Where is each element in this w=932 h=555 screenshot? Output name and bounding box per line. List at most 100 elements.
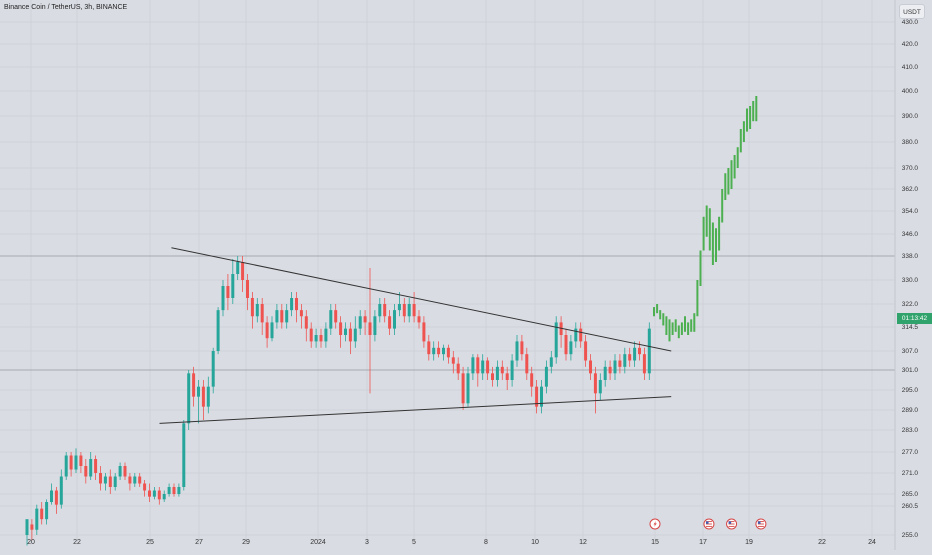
- candle-body: [211, 351, 215, 387]
- candle-body: [358, 316, 362, 329]
- candle-body: [481, 360, 485, 374]
- candle-body: [89, 459, 93, 477]
- projection-bar: [755, 96, 758, 122]
- candle: [422, 316, 426, 348]
- x-tick-label: 22: [73, 539, 81, 546]
- candle-body: [94, 459, 98, 473]
- currency-button[interactable]: USDT: [899, 4, 925, 19]
- candle: [618, 354, 622, 374]
- projection-bar: [742, 121, 745, 142]
- candle: [363, 310, 367, 335]
- candle: [589, 354, 592, 380]
- candle: [314, 328, 318, 348]
- candle: [128, 473, 132, 491]
- candle-body: [584, 341, 588, 361]
- projection-bar: [677, 325, 680, 339]
- y-tick-label: 420.0: [902, 41, 919, 48]
- candle: [412, 292, 416, 323]
- candle: [598, 373, 602, 400]
- candle-body: [84, 466, 88, 477]
- last-price-badge: 01:13:42: [897, 313, 932, 324]
- candle-body: [236, 262, 240, 274]
- candle: [221, 280, 225, 317]
- candle-body: [319, 335, 323, 342]
- candle-body: [638, 347, 641, 355]
- candle: [373, 310, 377, 342]
- candle-body: [314, 335, 318, 342]
- candle: [593, 366, 597, 414]
- candle: [133, 473, 137, 487]
- candle-body: [451, 357, 455, 364]
- candle-body: [275, 310, 279, 323]
- x-tick-label: 10: [531, 539, 539, 546]
- y-tick-label: 354.0: [902, 208, 919, 215]
- candle-body: [589, 360, 592, 374]
- candle: [69, 452, 73, 477]
- candle-body: [422, 322, 426, 342]
- candle: [491, 366, 494, 387]
- y-tick-label: 277.0: [902, 449, 919, 456]
- candle: [383, 298, 387, 323]
- candle-body: [246, 280, 249, 298]
- projection-bar: [690, 319, 693, 332]
- candle-body: [442, 347, 445, 355]
- candle: [148, 483, 151, 502]
- candle-body: [290, 298, 294, 311]
- candle-body: [378, 304, 382, 317]
- projection-bar: [715, 228, 717, 262]
- candle-body: [133, 476, 137, 484]
- candle: [481, 354, 485, 380]
- candle-body: [123, 466, 127, 477]
- candle: [118, 462, 122, 480]
- projection-bar: [736, 147, 739, 168]
- candle: [515, 335, 519, 367]
- candle-body: [525, 354, 529, 374]
- candle-body: [167, 487, 171, 494]
- candle-body: [50, 490, 53, 502]
- candle: [113, 473, 117, 491]
- candle: [569, 335, 573, 361]
- candle: [584, 335, 588, 367]
- candle: [319, 328, 323, 348]
- candle-body: [446, 347, 450, 358]
- projection-bar: [693, 313, 696, 332]
- candle-body: [505, 373, 509, 380]
- candle: [99, 466, 102, 491]
- candle: [285, 304, 289, 329]
- x-tick-label: 15: [651, 539, 659, 546]
- candle-body: [103, 476, 107, 484]
- flash-icon[interactable]: [649, 518, 661, 530]
- candle: [138, 473, 142, 487]
- candle: [250, 292, 254, 329]
- x-tick-label: 19: [745, 539, 753, 546]
- x-tick-label: 25: [146, 539, 154, 546]
- us-flag-icon[interactable]: [726, 518, 738, 530]
- candle-body: [544, 366, 548, 387]
- candle-body: [348, 328, 352, 342]
- candle: [309, 322, 313, 348]
- candle-body: [74, 455, 78, 470]
- candle-body: [45, 502, 49, 520]
- candle: [226, 274, 230, 311]
- candle: [388, 310, 392, 335]
- y-tick-label: 271.0: [902, 470, 919, 477]
- us-flag-icon[interactable]: [755, 518, 767, 530]
- candle-body: [197, 386, 200, 397]
- candle: [206, 376, 210, 414]
- candle: [642, 347, 646, 380]
- candle-body: [148, 490, 151, 497]
- projection-bar: [727, 168, 730, 195]
- candle: [30, 519, 34, 541]
- candle-body: [324, 328, 328, 342]
- candle-body: [40, 508, 44, 520]
- candle: [192, 366, 196, 407]
- y-tick-label: 255.0: [902, 532, 919, 539]
- us-flag-icon[interactable]: [703, 518, 715, 530]
- y-tick-label: 370.0: [902, 165, 919, 172]
- candle-body: [623, 354, 627, 367]
- x-tick-label: 22: [818, 539, 826, 546]
- candle-body: [265, 322, 269, 339]
- candle: [177, 483, 181, 497]
